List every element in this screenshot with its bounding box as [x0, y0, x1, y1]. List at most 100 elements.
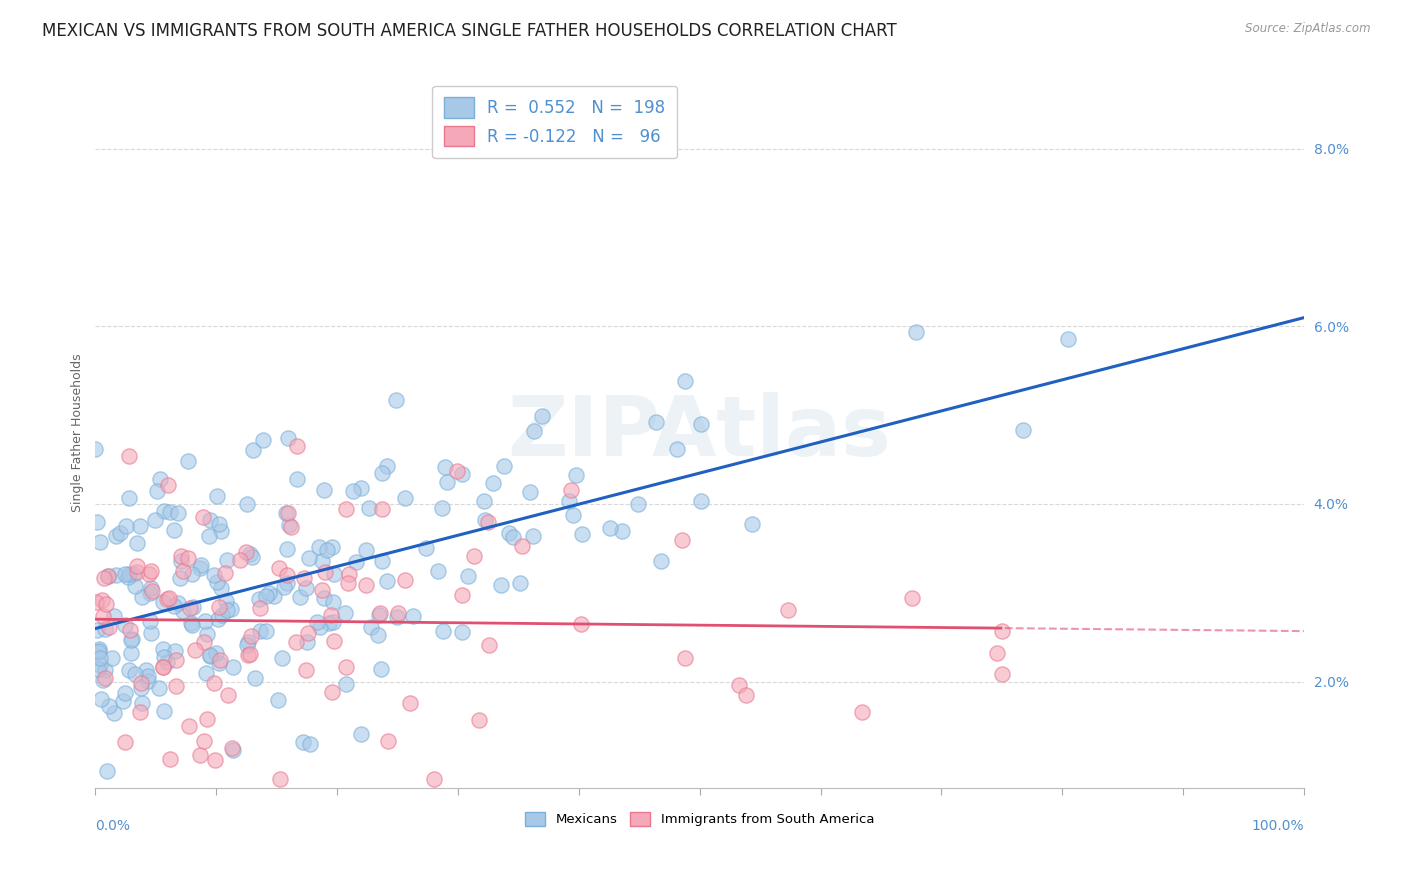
Point — [156, 478, 179, 492]
Point — [215, 594, 238, 608]
Point — [851, 705, 873, 719]
Point — [689, 493, 711, 508]
Point — [457, 569, 479, 583]
Point — [991, 624, 1014, 639]
Point — [198, 649, 221, 664]
Point — [170, 554, 193, 568]
Point — [159, 752, 181, 766]
Point — [215, 603, 238, 617]
Point — [222, 743, 245, 757]
Point — [190, 558, 212, 572]
Point — [297, 635, 319, 649]
Point — [125, 536, 148, 550]
Point — [94, 622, 117, 636]
Point — [359, 501, 381, 516]
Text: 0.0%: 0.0% — [96, 820, 131, 833]
Point — [280, 519, 302, 533]
Point — [177, 454, 200, 468]
Point — [292, 735, 315, 749]
Point — [153, 704, 176, 718]
Point — [489, 577, 512, 591]
Point — [222, 660, 245, 674]
Point — [217, 688, 239, 702]
Point — [163, 644, 186, 658]
Point — [152, 660, 174, 674]
Point — [166, 506, 188, 520]
Point — [273, 580, 295, 594]
Point — [94, 663, 117, 677]
Point — [350, 727, 373, 741]
Point — [141, 584, 163, 599]
Point — [423, 772, 446, 787]
Point — [129, 675, 152, 690]
Point — [124, 667, 146, 681]
Point — [221, 740, 243, 755]
Point — [131, 591, 153, 605]
Point — [193, 510, 215, 524]
Point — [309, 619, 332, 633]
Point — [335, 677, 357, 691]
Point — [599, 521, 621, 535]
Point — [571, 527, 593, 541]
Point — [523, 425, 546, 439]
Point — [394, 574, 416, 588]
Text: 100.0%: 100.0% — [1251, 820, 1303, 833]
Point — [211, 608, 233, 623]
Point — [131, 696, 153, 710]
Point — [193, 734, 215, 748]
Point — [371, 466, 394, 480]
Point — [249, 600, 271, 615]
Point — [120, 623, 142, 637]
Point — [127, 565, 149, 579]
Point — [509, 575, 531, 590]
Point — [645, 415, 668, 429]
Point — [612, 524, 634, 538]
Point — [249, 592, 271, 607]
Point — [494, 458, 516, 473]
Point — [432, 624, 454, 638]
Point — [399, 696, 422, 710]
Point — [215, 552, 238, 566]
Point — [295, 663, 318, 677]
Point — [177, 550, 200, 565]
Point — [531, 409, 554, 424]
Point — [256, 589, 278, 603]
Point — [97, 568, 120, 582]
Point — [314, 591, 336, 605]
Point — [467, 713, 489, 727]
Point — [195, 666, 218, 681]
Point — [117, 663, 139, 677]
Point — [311, 582, 333, 597]
Point — [451, 624, 474, 639]
Point — [482, 475, 505, 490]
Point — [569, 617, 592, 632]
Point — [181, 599, 204, 614]
Point — [627, 497, 650, 511]
Point — [181, 618, 204, 632]
Point — [195, 626, 218, 640]
Point — [219, 602, 242, 616]
Point — [86, 515, 108, 529]
Point — [91, 593, 114, 607]
Point — [276, 576, 298, 591]
Point — [104, 568, 127, 582]
Point — [148, 681, 170, 696]
Point — [269, 561, 291, 575]
Point — [673, 374, 696, 388]
Point — [242, 443, 264, 458]
Point — [295, 581, 318, 595]
Point — [986, 646, 1008, 660]
Point — [194, 615, 217, 629]
Y-axis label: Single Father Households: Single Father Households — [72, 353, 84, 512]
Point — [299, 737, 322, 751]
Point — [156, 655, 179, 669]
Point — [129, 705, 152, 719]
Point — [1056, 332, 1078, 346]
Point — [274, 506, 297, 520]
Point — [209, 653, 232, 667]
Text: Source: ZipAtlas.com: Source: ZipAtlas.com — [1246, 22, 1371, 36]
Point — [402, 609, 425, 624]
Point — [370, 501, 392, 516]
Point — [177, 719, 200, 733]
Point — [522, 529, 544, 543]
